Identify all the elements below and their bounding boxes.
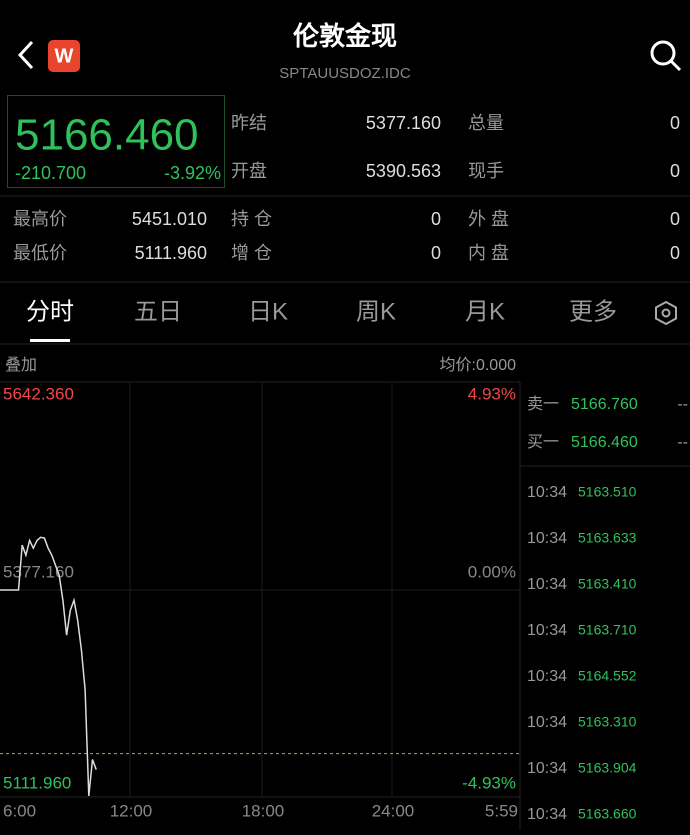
tab-underline xyxy=(30,339,70,342)
pct-tick-label: 0.00% xyxy=(468,562,516,581)
stat-value: 0 xyxy=(670,209,680,229)
pct-tick-label: -4.93% xyxy=(462,773,516,792)
trade-price: 5163.510 xyxy=(578,484,637,500)
stat-label: 开盘 xyxy=(231,161,267,181)
trade-time: 10:34 xyxy=(527,576,567,593)
average-price: 均价:0.000 xyxy=(440,356,517,374)
tab[interactable]: 日K xyxy=(248,298,288,325)
stat-label: 持 仓 xyxy=(231,209,272,229)
change: -210.700 xyxy=(15,163,86,183)
y-tick-label: 5111.960 xyxy=(3,773,71,792)
overlay-label: 叠加 xyxy=(5,356,37,374)
last-price: 5166.460 xyxy=(15,111,199,160)
tab[interactable]: 五日 xyxy=(134,298,182,325)
trade-time: 10:34 xyxy=(527,760,567,777)
trade-price: 5163.660 xyxy=(578,806,637,822)
settings-icon xyxy=(661,308,671,318)
trade-price: 5163.633 xyxy=(578,530,637,546)
trade-time: 10:34 xyxy=(527,714,567,731)
tab[interactable]: 月K xyxy=(465,298,505,325)
settings-button[interactable] xyxy=(655,300,677,326)
trade-time: 10:34 xyxy=(527,484,567,501)
trade-time: 10:34 xyxy=(527,806,567,823)
trade-price: 5163.904 xyxy=(578,760,637,776)
stat-value: 5111.960 xyxy=(135,243,207,263)
stat-label: 最低价 xyxy=(13,243,67,263)
tab[interactable]: 分时 xyxy=(26,298,74,325)
trade-price: 5163.310 xyxy=(578,714,637,730)
back-button[interactable] xyxy=(17,40,34,70)
y-tick-label: 5642.360 xyxy=(3,384,74,403)
trade-price: 5164.552 xyxy=(578,668,637,684)
badge-icon xyxy=(48,40,80,72)
stat-value: 0 xyxy=(431,243,441,263)
book-price: 5166.460 xyxy=(571,434,638,451)
subtitle: SPTAUUSDOZ.IDC xyxy=(279,65,411,82)
stat-value: 0 xyxy=(670,161,680,181)
stat-label: 现手 xyxy=(468,161,504,181)
search-button[interactable] xyxy=(650,40,676,66)
stat-value: 5377.160 xyxy=(366,113,441,133)
stat-value: 5451.010 xyxy=(132,209,207,229)
book-side: 卖一 xyxy=(527,395,559,413)
stat-label: 最高价 xyxy=(13,209,67,229)
book-price: 5166.760 xyxy=(571,396,638,413)
x-tick-label: 5:59 xyxy=(485,801,518,820)
title: 伦敦金现 xyxy=(293,21,397,51)
price-line xyxy=(0,536,97,797)
x-tick-label: 12:00 xyxy=(110,801,153,820)
x-tick-label: 6:00 xyxy=(3,801,36,820)
trade-price: 5163.710 xyxy=(578,622,637,638)
x-tick-label: 18:00 xyxy=(242,801,285,820)
stat-label: 增 仓 xyxy=(231,243,272,263)
tab[interactable]: 周K xyxy=(356,298,396,325)
trade-time: 10:34 xyxy=(527,622,567,639)
x-tick-label: 24:00 xyxy=(372,801,415,820)
y-tick-label: 5377.160 xyxy=(3,562,74,581)
quote-box xyxy=(7,95,225,188)
stat-value: 0 xyxy=(670,113,680,133)
trade-time: 10:34 xyxy=(527,530,567,547)
book-side: 买一 xyxy=(527,433,559,451)
book-volume: -- xyxy=(677,434,688,451)
stat-label: 昨结 xyxy=(231,113,267,133)
settings-icon xyxy=(655,300,677,326)
stat-value: 0 xyxy=(670,243,680,263)
stat-label: 外 盘 xyxy=(468,209,509,229)
stat-value: 0 xyxy=(431,209,441,229)
search-handle xyxy=(669,59,682,72)
badge-text: W xyxy=(55,45,74,67)
stat-value: 5390.563 xyxy=(366,161,441,181)
tab[interactable]: 更多 xyxy=(569,298,617,325)
stat-label: 总量 xyxy=(468,113,504,133)
stat-label: 内 盘 xyxy=(468,243,509,263)
trade-time: 10:34 xyxy=(527,668,567,685)
pct-tick-label: 4.93% xyxy=(468,384,516,403)
change-percent: -3.92% xyxy=(164,163,221,183)
book-volume: -- xyxy=(677,396,688,413)
trade-price: 5163.410 xyxy=(578,576,637,592)
